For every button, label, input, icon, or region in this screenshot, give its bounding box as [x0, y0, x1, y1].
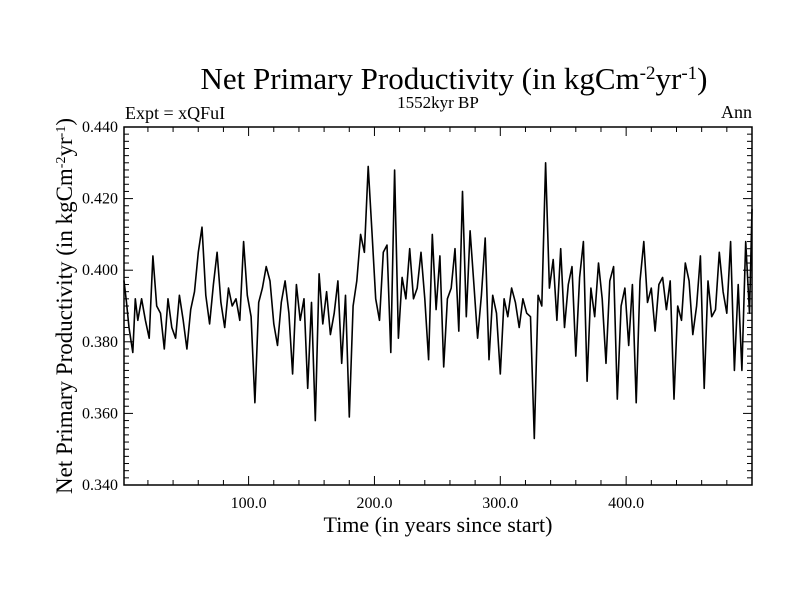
- x-axis-label: Time (in years since start): [324, 512, 553, 537]
- chart-title-main: Net Primary Productivity (in kgCm: [201, 61, 640, 96]
- series-line: [123, 162, 753, 440]
- y-tick-label: 0.340: [82, 477, 118, 494]
- x-tick-label: 100.0: [231, 495, 267, 512]
- y-axis-label-sup2: -1: [54, 126, 69, 138]
- y-axis-label-main: Net Primary Productivity (in kgCm: [52, 168, 77, 494]
- y-axis-label-sup1: -2: [54, 157, 69, 169]
- chart-title-sup1: -2: [640, 63, 656, 84]
- season-label: Ann: [721, 102, 752, 122]
- chart-title-sup2: -1: [681, 63, 697, 84]
- experiment-label: Expt = xQFuI: [125, 103, 225, 123]
- y-axis-label-mid: yr: [52, 137, 77, 157]
- y-tick-label: 0.440: [82, 119, 118, 136]
- y-tick-label: 0.400: [82, 262, 118, 279]
- x-tick-label: 300.0: [482, 495, 518, 512]
- x-tick-labels: 100.0 200.0 300.0 400.0: [231, 495, 645, 512]
- x-tick-label: 200.0: [356, 495, 392, 512]
- chart-title-end: ): [697, 61, 707, 96]
- plot-frame: [123, 126, 753, 486]
- y-tick-label: 0.380: [82, 334, 118, 351]
- x-tick-label: 400.0: [608, 495, 644, 512]
- y-tick-label: 0.420: [82, 191, 118, 208]
- y-axis-label: Net Primary Productivity (in kgCm-2yr-1): [52, 118, 77, 494]
- chart-title-mid: yr: [655, 61, 682, 96]
- y-tick-label: 0.360: [82, 405, 118, 422]
- time-label: 1552kyr BP: [397, 93, 479, 112]
- chart-title: Net Primary Productivity (in kgCm-2yr-1): [201, 61, 708, 96]
- y-axis-label-end: ): [52, 118, 77, 126]
- y-tick-labels: 0.340 0.360 0.380 0.400 0.420 0.440: [82, 119, 118, 494]
